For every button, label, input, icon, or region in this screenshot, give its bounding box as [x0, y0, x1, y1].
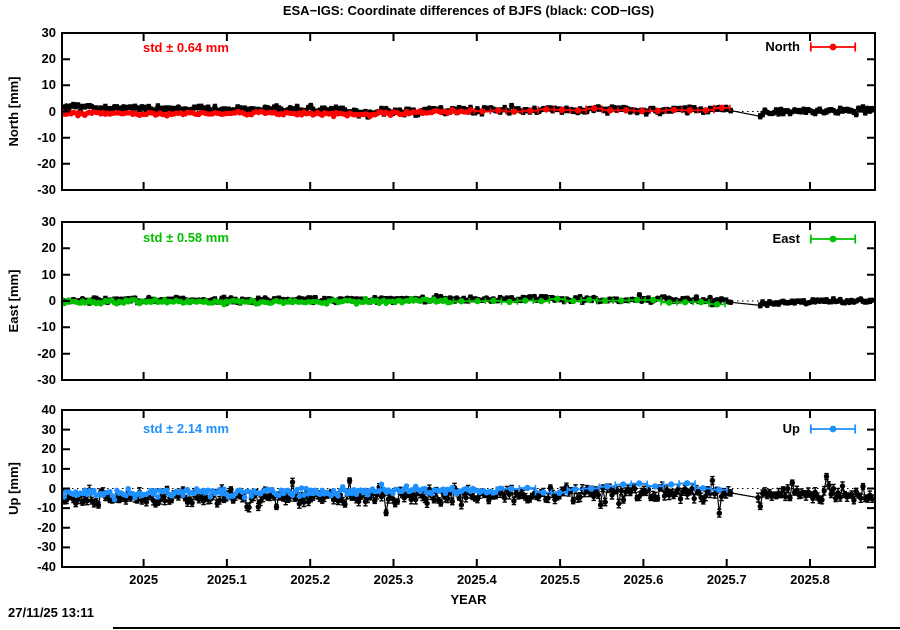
x-tick-label: 2025 — [129, 572, 159, 587]
y-tick-label: -20 — [37, 155, 56, 171]
errorbar-sample-icon — [809, 424, 857, 433]
x-tick-label: 2025.1 — [207, 572, 247, 587]
panel-frame — [61, 221, 876, 381]
x-tick-label: 2025.3 — [373, 572, 414, 587]
x-tick-label: 2025.2 — [290, 572, 331, 587]
y-tick-label: 30 — [41, 421, 56, 437]
y-tick-label: 40 — [41, 402, 56, 417]
series-esa-igs — [62, 295, 726, 308]
y-tick-label: 0 — [48, 293, 56, 308]
std-annotation-east: std ± 0.58 mm — [143, 230, 229, 245]
tick-marks — [63, 409, 874, 568]
y-tick-label: 20 — [41, 240, 56, 256]
legend-label-up: Up — [782, 421, 800, 436]
y-tick-label: -30 — [37, 372, 56, 387]
y-tick-label: -10 — [37, 500, 56, 516]
timestamp: 27/11/25 13:11 — [8, 605, 95, 620]
y-tick-label: 30 — [41, 214, 56, 229]
errorbar-sample-icon — [809, 234, 857, 243]
std-annotation-up: std ± 2.14 mm — [143, 421, 229, 436]
x-tick-label: 2025.7 — [706, 572, 747, 587]
bottom-divider — [113, 627, 900, 629]
errorbar-sample-icon — [809, 42, 857, 51]
series-esa-igs — [62, 480, 728, 503]
y-tick-label: 20 — [41, 51, 56, 67]
panel-frame — [61, 32, 876, 191]
legend-north: North — [765, 39, 857, 54]
y-tick-label: -20 — [37, 519, 56, 535]
tick-marks — [63, 32, 874, 191]
legend-label-north: North — [765, 39, 800, 54]
x-axis-title: YEAR — [450, 592, 487, 607]
y-tick-label: -10 — [37, 129, 56, 145]
x-tick-label: 2025.4 — [456, 572, 497, 587]
y-tick-label: 0 — [48, 480, 56, 496]
tick-marks — [63, 221, 874, 381]
y-tick-label: -30 — [37, 539, 56, 555]
y-tick-label: 20 — [41, 441, 56, 457]
y-tick-label: -30 — [37, 182, 56, 197]
panel-east — [61, 221, 876, 381]
y-tick-label: 10 — [41, 266, 56, 282]
panel-north — [61, 32, 876, 191]
std-annotation-north: std ± 0.64 mm — [143, 40, 229, 55]
legend-label-east: East — [772, 231, 800, 246]
y-tick-label: 0 — [48, 103, 56, 119]
y-tick-label: -20 — [37, 345, 56, 361]
x-tick-label: 2025.8 — [790, 572, 830, 587]
legend-up: Up — [783, 421, 857, 436]
y-tick-label: -10 — [37, 319, 56, 335]
series-esa-igs — [62, 104, 731, 120]
panel-frame — [61, 409, 876, 568]
chart-title: ESA−IGS: Coordinate differences of BJFS … — [282, 3, 655, 18]
y-tick-label: 10 — [41, 460, 56, 476]
x-tick-label: 2025.6 — [623, 572, 664, 587]
x-tick-label: 2025.5 — [540, 572, 580, 587]
y-tick-label: 10 — [41, 77, 56, 93]
y-tick-label: -40 — [37, 559, 56, 574]
legend-east: East — [773, 231, 857, 246]
y-tick-label: 30 — [41, 25, 56, 40]
panel-up — [61, 409, 876, 568]
